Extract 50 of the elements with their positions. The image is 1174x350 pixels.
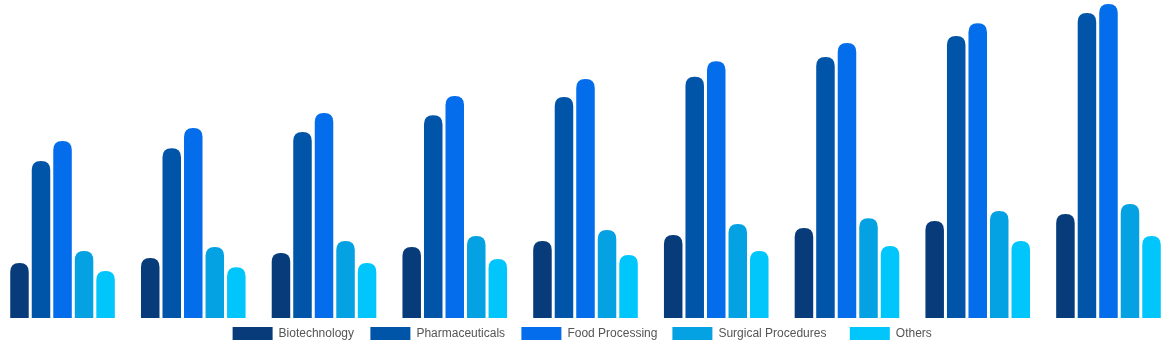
bar [968,23,987,318]
bar [685,76,704,318]
bar [357,263,377,318]
bar [10,263,29,318]
bar [837,42,857,318]
bar [706,61,726,318]
bar [728,224,748,318]
bar [271,253,291,318]
bar [925,220,944,318]
bar [1011,241,1031,318]
bar [663,235,683,318]
bar [859,218,878,318]
bar [293,132,312,318]
legend-label: Surgical Procedures [718,326,827,340]
bar [423,115,443,318]
bar [576,79,595,318]
bar [336,241,355,318]
bar [184,128,203,318]
bar [227,267,246,318]
bar [1056,214,1075,318]
bar [96,270,115,318]
legend-label: Others [895,326,932,340]
bar [597,230,617,318]
bar [162,148,181,318]
bar [314,112,334,318]
bar [488,258,508,318]
bar [816,57,835,318]
bar [1120,204,1140,318]
bar [619,254,638,318]
bar [1077,13,1097,318]
bar [1099,4,1118,318]
bar [467,236,486,318]
legend-label: Biotechnology [278,326,354,340]
bar [140,258,160,318]
bar [445,96,465,318]
bar [53,140,72,318]
bar [1142,236,1161,318]
bar [794,227,814,318]
bar [554,96,574,318]
bar [74,251,94,318]
bar [750,251,769,318]
bar [31,161,51,318]
bar [205,247,225,318]
bar [990,210,1009,318]
legend-label: Pharmaceuticals [416,326,506,340]
bar [402,247,421,318]
bar [880,246,900,318]
legend-label: Food Processing [567,326,658,340]
bar [533,241,552,318]
bar [946,36,966,318]
